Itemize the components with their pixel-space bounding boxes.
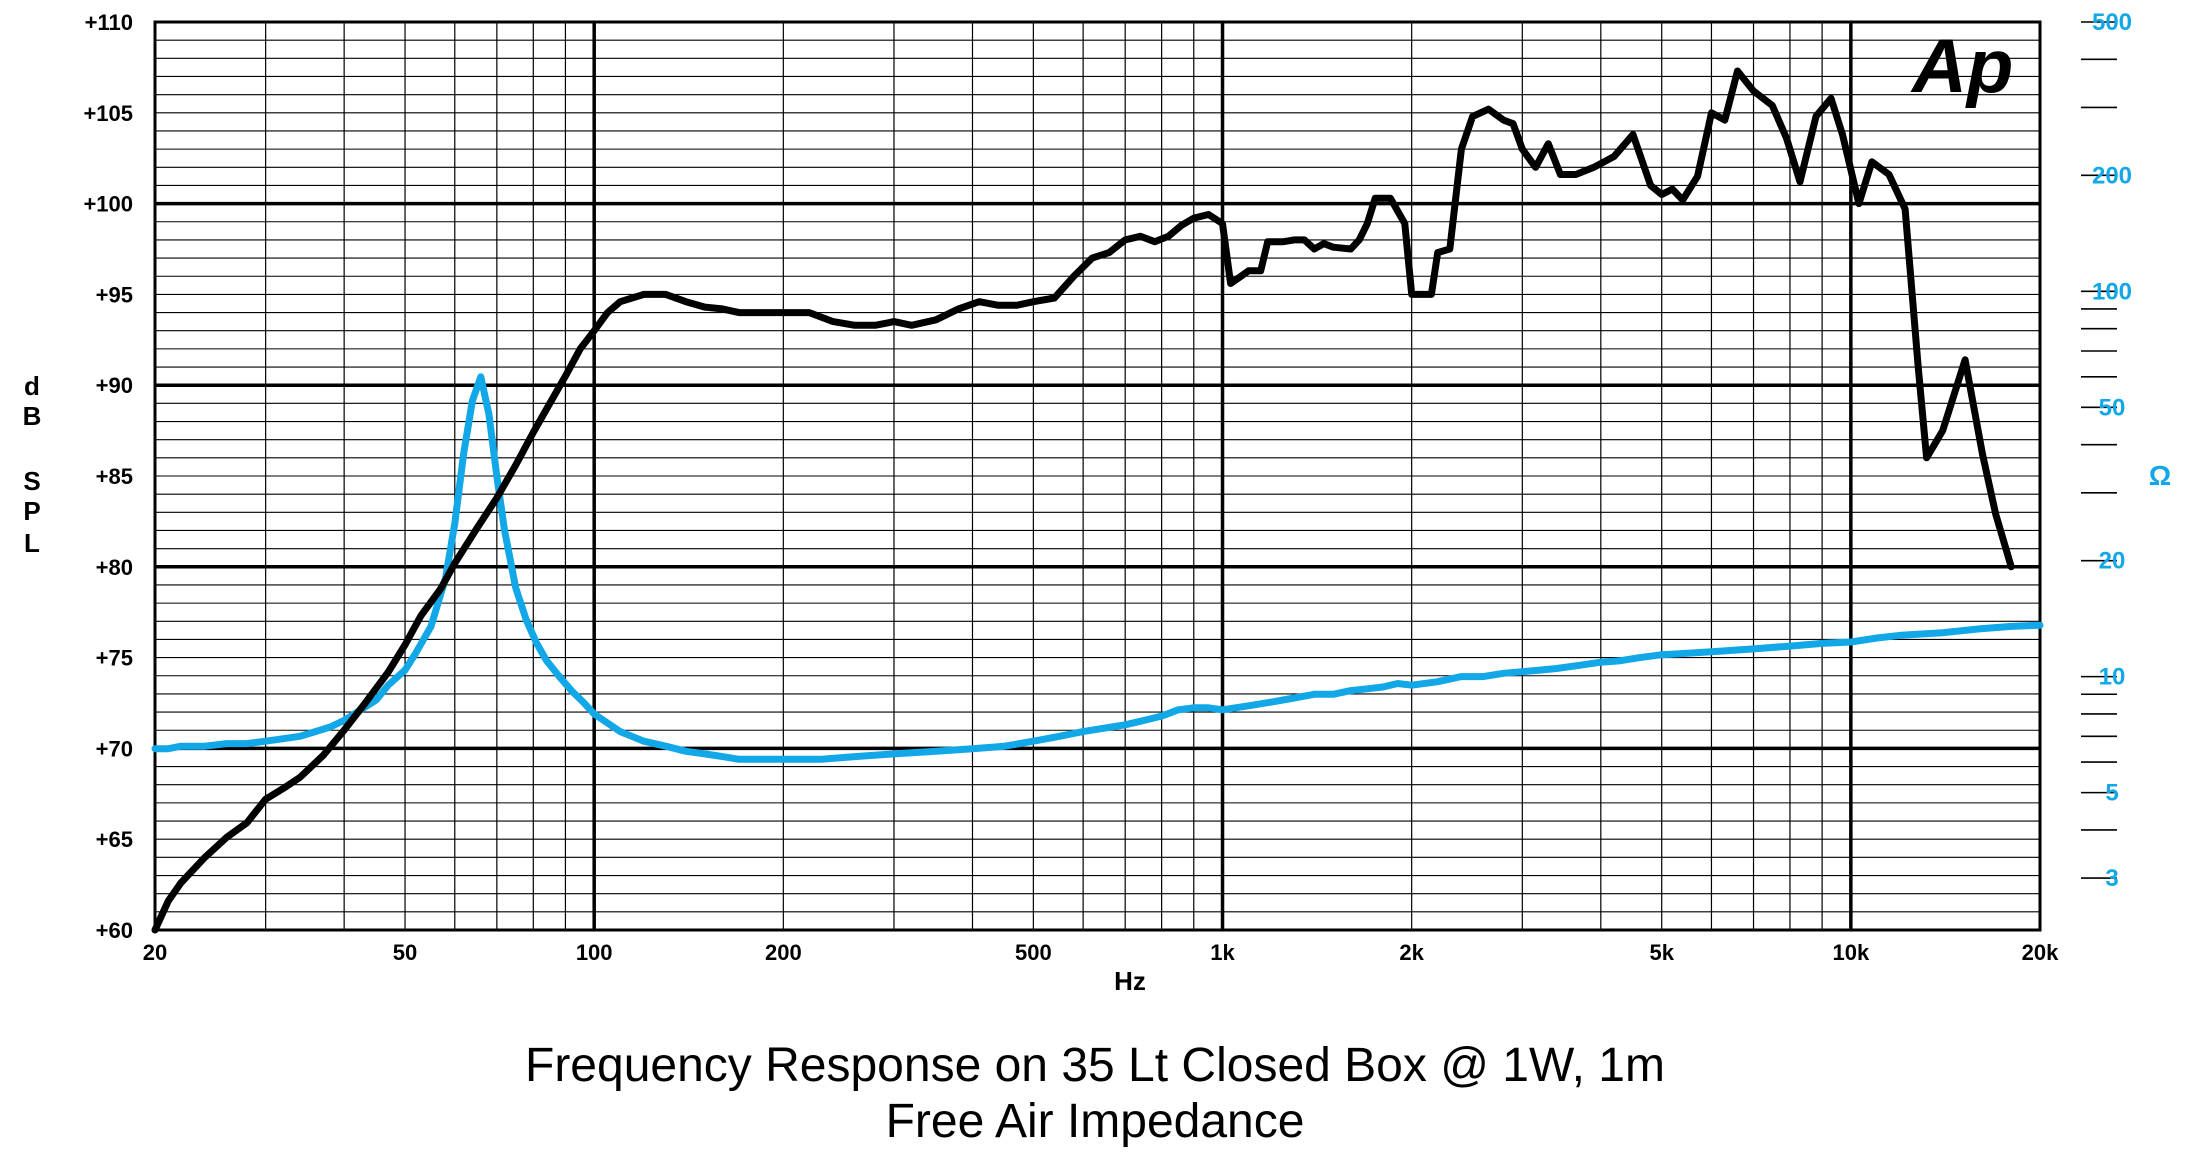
y-axis-title-letter: L bbox=[24, 528, 40, 558]
chart-grid bbox=[155, 22, 2040, 930]
y2-tick-label: 50 bbox=[2099, 394, 2126, 421]
chart-caption-line-2: Free Air Impedance bbox=[885, 1095, 1305, 1148]
y2-tick-label: 100 bbox=[2092, 278, 2132, 305]
y-tick-label: +70 bbox=[96, 736, 133, 761]
y-axis-title-letter: B bbox=[23, 401, 42, 431]
y-axis-title-letter: d bbox=[24, 371, 40, 401]
y2-tick-label: 3 bbox=[2105, 865, 2118, 892]
y-tick-label: +90 bbox=[96, 373, 133, 398]
y2-tick-label: 500 bbox=[2092, 9, 2132, 36]
chart-caption-line-1: Frequency Response on 35 Lt Closed Box @… bbox=[525, 1039, 1665, 1092]
x-tick-label: 20 bbox=[143, 940, 167, 965]
y2-tick-label: 5 bbox=[2105, 780, 2118, 807]
y-axis-right-ticks: 3 5 10 20 50 100 200 500 bbox=[2081, 9, 2132, 892]
x-tick-label: 100 bbox=[576, 940, 613, 965]
plot-frame bbox=[153, 20, 2042, 932]
x-tick-label: 200 bbox=[765, 940, 802, 965]
y2-tick-label: 200 bbox=[2092, 162, 2132, 189]
x-tick-label: 500 bbox=[1015, 940, 1052, 965]
x-axis-ticks: 20 50 100 200 500 1k 2k 5k 10k 20k bbox=[143, 940, 2059, 965]
y-tick-label: +95 bbox=[96, 282, 133, 307]
spl-series-line bbox=[151, 67, 2015, 934]
x-tick-label: 5k bbox=[1649, 940, 1674, 965]
impedance-series-line bbox=[151, 373, 2044, 763]
y-tick-label: +75 bbox=[96, 646, 133, 671]
y-tick-label: +85 bbox=[96, 464, 133, 489]
y-tick-label: +110 bbox=[85, 10, 133, 35]
y-axis-right-title: Ω bbox=[2149, 460, 2171, 491]
x-tick-label: 1k bbox=[1210, 940, 1235, 965]
x-tick-label: 20k bbox=[2022, 940, 2059, 965]
y-tick-label: +105 bbox=[83, 101, 133, 126]
y-tick-label: +100 bbox=[83, 192, 133, 217]
x-tick-label: 10k bbox=[1832, 940, 1869, 965]
y-tick-label: +60 bbox=[96, 918, 133, 943]
x-tick-label: 50 bbox=[393, 940, 417, 965]
x-axis-title: Hz bbox=[1114, 966, 1146, 996]
y-tick-label: +80 bbox=[96, 555, 133, 580]
y-axis-left-ticks: +60 +65 +70 +75 +80 +85 +90 +95 +100 +105 +110 bbox=[83, 10, 133, 943]
y-tick-label: +65 bbox=[96, 827, 133, 852]
y-axis-title-letter: P bbox=[23, 496, 40, 526]
y-axis-title-letter: S bbox=[23, 466, 40, 496]
series-layer bbox=[151, 67, 2044, 934]
brand-logo: Ap bbox=[1910, 24, 2013, 109]
x-tick-label: 2k bbox=[1399, 940, 1424, 965]
y2-tick-label: 20 bbox=[2099, 548, 2126, 575]
y2-tick-label: 10 bbox=[2099, 664, 2126, 691]
